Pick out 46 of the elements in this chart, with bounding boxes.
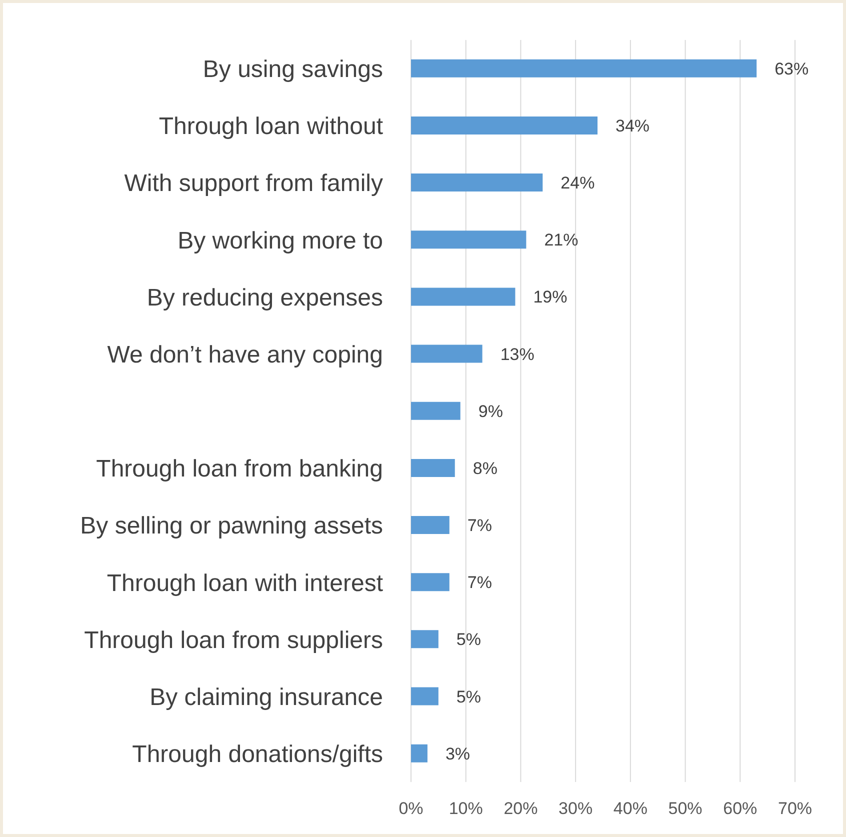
x-tick-label: 70%: [778, 799, 812, 818]
x-tick-label: 40%: [613, 799, 648, 818]
y-tick-label: Through loan from suppliers: [84, 626, 383, 654]
data-label: 13%: [500, 344, 534, 364]
y-tick-label: By using savings: [202, 56, 383, 84]
data-label: 19%: [533, 288, 568, 307]
y-tick-label: Through loan from banking: [96, 456, 383, 483]
bar: [411, 516, 450, 534]
x-tick-label: 30%: [558, 799, 593, 818]
y-tick-label: Through loan without: [158, 113, 384, 140]
bar: [411, 630, 438, 648]
y-tick-label: With support from family: [124, 170, 383, 198]
y-tick-label: By reducing expenses: [146, 284, 383, 312]
x-tick-label: 20%: [504, 799, 538, 818]
data-label: 7%: [467, 573, 492, 592]
data-label: 5%: [456, 630, 482, 650]
bar: [411, 687, 438, 706]
data-label: 7%: [467, 516, 492, 536]
bar: [411, 344, 482, 363]
y-tick-label: By claiming insurance: [150, 684, 383, 711]
data-label: 34%: [616, 116, 650, 136]
data-label: 24%: [560, 174, 595, 193]
data-label: 63%: [774, 59, 809, 78]
y-tick-label: Through donations/gifts: [132, 740, 383, 768]
x-tick-label: 0%: [398, 799, 424, 818]
y-tick-label: By selling or pawning assets: [80, 512, 383, 540]
y-tick-label: By working more to: [178, 227, 383, 254]
y-tick-label: Through loan with interest: [106, 570, 384, 597]
data-label: 8%: [472, 458, 498, 478]
bar: [411, 174, 543, 192]
bar: [411, 59, 757, 78]
x-tick-label: 50%: [668, 799, 702, 818]
x-tick-label: 10%: [448, 799, 483, 818]
data-label: 21%: [544, 230, 578, 250]
data-label: 3%: [445, 744, 470, 764]
bar: [411, 573, 450, 592]
data-label: 5%: [456, 687, 482, 706]
bar: [411, 458, 455, 477]
bar: [411, 402, 460, 420]
bar: [411, 288, 516, 306]
bar: [411, 116, 598, 134]
bar: [411, 230, 526, 249]
data-label: 9%: [478, 402, 503, 421]
x-tick-label: 60%: [723, 799, 758, 818]
y-tick-label: We don’t have any coping: [107, 341, 383, 368]
bar: [411, 744, 428, 762]
